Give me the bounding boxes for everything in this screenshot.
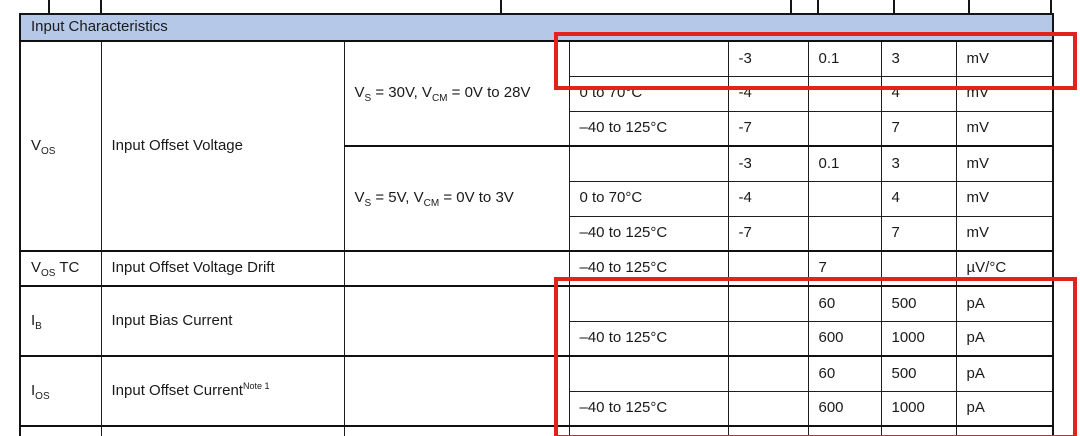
temp-range-cell	[568, 145, 729, 182]
empty-cell	[343, 425, 570, 436]
table-gridline	[500, 0, 502, 13]
spec-row: IB Input Bias Current 60 500 pA	[19, 285, 1054, 357]
section-header-row: Input Characteristics	[19, 13, 1054, 42]
typ-value-cell	[807, 110, 882, 147]
units-cell: pA	[955, 390, 1054, 427]
condition-cell	[343, 285, 570, 357]
empty-cell	[19, 425, 102, 436]
empty-cell	[100, 425, 345, 436]
max-value-cell: 4	[880, 180, 957, 217]
max-value-cell: 4	[880, 75, 957, 112]
next-table-row-fragment	[19, 425, 1054, 436]
units-cell: mV	[955, 180, 1054, 217]
spec-row: –40 to 125°C 600 1000 pA	[20, 390, 1054, 427]
highlight-box-vos-25c-row	[554, 32, 1077, 90]
units-cell: pA	[955, 320, 1054, 357]
min-value-cell: -7	[727, 110, 809, 147]
symbol-cell: IOS	[19, 355, 102, 427]
temp-range-cell: –40 to 125°C	[568, 215, 729, 252]
max-value-cell: 500	[880, 355, 957, 392]
parameter-cell: Input Bias Current	[100, 285, 345, 357]
min-value-cell: -3	[727, 145, 809, 182]
table-gridline	[790, 0, 792, 13]
spec-row: –40 to 125°C -7 7 mV	[20, 110, 1054, 147]
symbol-cell: IB	[19, 285, 102, 357]
min-value-cell	[727, 320, 809, 357]
temp-range-cell: –40 to 125°C	[568, 320, 729, 357]
highlight-box-bias-offset-current-rows	[554, 277, 1077, 436]
typ-value-cell: 0.1	[807, 145, 882, 182]
units-cell: mV	[955, 110, 1054, 147]
units-cell: mV	[955, 215, 1054, 252]
table-gridline	[48, 0, 50, 13]
units-cell: mV	[955, 40, 1054, 77]
spec-row: IOS Input Offset CurrentNote 1 60 500 pA	[19, 355, 1054, 427]
temp-range-cell: –40 to 125°C	[568, 110, 729, 147]
units-cell: mV	[955, 75, 1054, 112]
min-value-cell: -4	[727, 180, 809, 217]
empty-cell	[955, 425, 1054, 436]
condition-cell: VS = 30V, VCM = 0V to 28V	[343, 40, 570, 147]
condition-cell	[343, 355, 570, 427]
spec-row: VOS Input Offset Voltage VS = 30V, VCM = 0…	[19, 40, 1054, 252]
section-header: Input Characteristics	[19, 13, 1054, 42]
typ-value-cell: 60	[807, 355, 882, 392]
typ-value-cell: 600	[807, 390, 882, 427]
symbol-cell: VOS	[19, 40, 102, 252]
table-gridline	[100, 0, 102, 13]
temp-range-cell: 0 to 70°C	[568, 75, 729, 112]
spec-row: VS = 5V, VCM = 0V to 3V -3 0.1 3 mV	[20, 145, 1054, 252]
typ-value-cell	[807, 75, 882, 112]
previous-table-row-fragment	[0, 0, 1080, 13]
table-gridline	[893, 0, 895, 13]
typ-value-cell: 600	[807, 320, 882, 357]
max-value-cell: 7	[880, 215, 957, 252]
parameter-cell: Input Offset Voltage	[100, 40, 345, 252]
spec-table-body: Input Characteristics VOS Input Offset Vo…	[19, 13, 1054, 436]
parameter-cell: Input Offset Voltage Drift	[100, 250, 345, 287]
condition-cell: VS = 5V, VCM = 0V to 3V	[343, 145, 570, 252]
min-value-cell: -3	[727, 40, 809, 77]
typ-value-cell	[807, 180, 882, 217]
spec-table: Input Characteristics VOS Input Offset Vo…	[19, 13, 1055, 436]
temp-range-cell	[568, 285, 729, 322]
spec-row: –40 to 125°C 600 1000 pA	[20, 320, 1054, 357]
min-value-cell	[727, 285, 809, 322]
units-cell: pA	[955, 285, 1054, 322]
typ-value-cell	[807, 215, 882, 252]
max-value-cell: 3	[880, 145, 957, 182]
table-gridline	[1050, 0, 1052, 13]
units-cell: pA	[955, 355, 1054, 392]
table-gridline	[968, 0, 970, 13]
table-gridline	[817, 0, 819, 13]
min-value-cell: -4	[727, 75, 809, 112]
temp-range-cell: 0 to 70°C	[568, 180, 729, 217]
min-value-cell: -7	[727, 215, 809, 252]
spec-row: 0 to 70°C -4 4 mV	[20, 75, 1054, 112]
condition-cell	[343, 250, 570, 287]
parameter-cell: Input Offset CurrentNote 1	[100, 355, 345, 427]
symbol-cell: VOS TC	[19, 250, 102, 287]
units-cell: mV	[955, 145, 1054, 182]
max-value-cell: 7	[880, 110, 957, 147]
